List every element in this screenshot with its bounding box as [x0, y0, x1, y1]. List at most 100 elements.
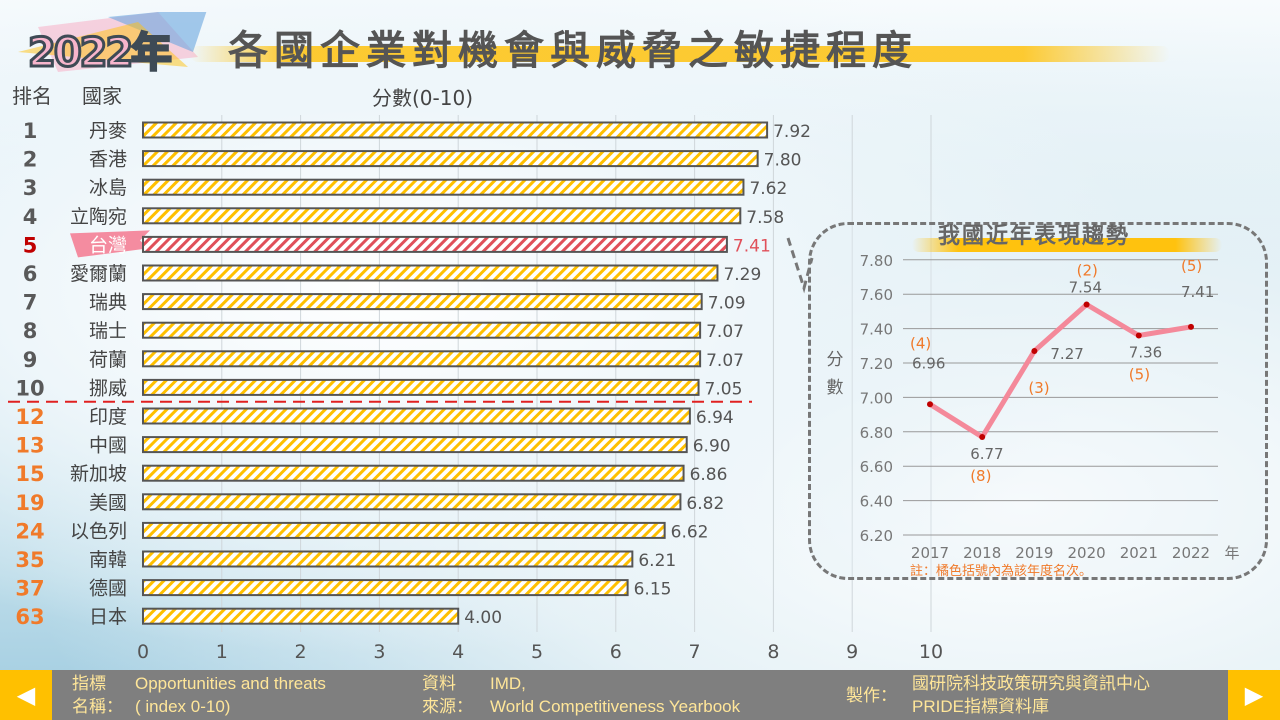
rank-label: 12: [15, 405, 44, 429]
value-label: 6.94: [696, 408, 734, 428]
y-axis-label-1: 分: [827, 350, 844, 370]
value-label: 6.90: [693, 437, 731, 457]
x-tick-label: 10: [919, 641, 943, 663]
bar: [142, 579, 629, 597]
x-tick-label: 2: [295, 641, 307, 663]
value-label: 7.58: [746, 208, 784, 228]
country-label: 南韓: [89, 549, 127, 571]
rank-header: 排名: [12, 84, 52, 108]
year-badge: 2022年: [18, 12, 208, 78]
trend-inset: [808, 222, 1268, 580]
inset-title-underline: [912, 238, 1222, 252]
bar: [142, 321, 702, 339]
prev-button[interactable]: ◀: [0, 670, 52, 720]
rank-annotation: (4): [910, 334, 931, 352]
x-tick-label: 9: [846, 641, 858, 663]
bar: [142, 121, 769, 139]
bar: [142, 407, 691, 425]
x-tick-label: 2019: [1015, 544, 1053, 562]
rank-label: 63: [15, 605, 44, 629]
y-tick-label: 7.00: [860, 389, 893, 407]
data-point: [1135, 332, 1142, 339]
rank-label: 19: [15, 491, 44, 515]
x-tick-label: 5: [531, 641, 543, 663]
data-label: 6.96: [912, 354, 945, 372]
next-arrow-icon: ▶: [1244, 681, 1264, 709]
value-label: 7.05: [705, 379, 743, 399]
year-badge-text: 2022年: [26, 29, 172, 78]
data-point: [1083, 301, 1090, 308]
rank-label: 15: [15, 462, 44, 486]
chart-note: 註：橘色括號內為該年度名次。: [910, 563, 1092, 579]
bar: [142, 207, 742, 225]
rank-annotation: (5): [1129, 365, 1150, 383]
value-label: 7.41: [733, 236, 771, 256]
data-label: 6.77: [970, 445, 1003, 463]
x-tick-label: 3: [373, 641, 385, 663]
rank-label: 4: [23, 205, 38, 229]
y-axis-label-2: 數: [827, 378, 844, 398]
x-tick-label: 7: [689, 641, 701, 663]
indicator-label-1: 指標: [72, 674, 106, 693]
y-tick-label: 6.40: [860, 493, 893, 511]
indicator-index: ( index 0-10): [135, 697, 231, 716]
data-label: 7.41: [1181, 283, 1214, 301]
inset-title: 我國近年表現趨勢: [938, 224, 1131, 249]
y-tick-label: 7.40: [860, 321, 893, 339]
rank-label: 6: [23, 262, 38, 286]
source-label-2: 來源：: [422, 697, 473, 716]
rank-label: 10: [15, 376, 44, 400]
data-point: [1031, 347, 1038, 354]
x-tick-label: 6: [610, 641, 622, 663]
maker-org: 國研院科技政策研究與資訊中心: [912, 674, 1150, 693]
bar: [142, 378, 700, 396]
value-label: 6.82: [686, 494, 724, 514]
value-label: 6.15: [634, 580, 672, 600]
rank-label: 13: [15, 434, 44, 458]
country-label: 荷蘭: [89, 349, 127, 371]
bar: [142, 235, 728, 253]
country-label: 瑞士: [89, 320, 127, 342]
score-header: 分數(0-10): [372, 86, 473, 110]
data-label: 7.27: [1050, 345, 1083, 363]
bar: [142, 293, 703, 311]
prev-arrow-icon: ◀: [16, 681, 36, 709]
indicator-label-2: 名稱：: [72, 697, 123, 716]
footer: ◀ 指標 名稱： Opportunities and threats ( ind…: [0, 670, 1280, 720]
bar: [142, 607, 460, 625]
y-tick-label: 7.60: [860, 286, 893, 304]
rank-label: 24: [15, 519, 44, 543]
rank-label: 1: [23, 119, 38, 143]
country-label: 愛爾蘭: [70, 263, 127, 285]
rank-label: 8: [23, 319, 38, 343]
rank-label: 7: [23, 291, 38, 315]
bar: [142, 464, 685, 482]
value-label: 7.07: [706, 351, 744, 371]
page-title: 各國企業對機會與威脅之敏捷程度: [228, 28, 918, 74]
rank-annotation: (2): [1077, 262, 1098, 280]
country-label: 中國: [89, 435, 127, 457]
value-label: 7.29: [723, 265, 761, 285]
data-point: [979, 433, 986, 440]
next-button[interactable]: ▶: [1228, 670, 1280, 720]
rank-annotation: (5): [1181, 257, 1202, 275]
country-label: 丹麥: [89, 120, 127, 142]
country-label: 瑞典: [89, 292, 127, 314]
bar: [142, 350, 702, 368]
x-tick-label: 1: [216, 641, 228, 663]
value-label: 7.62: [749, 179, 787, 199]
rank-label: 5: [23, 233, 38, 257]
value-label: 7.92: [773, 122, 811, 142]
value-label: 6.21: [638, 551, 676, 571]
country-label: 立陶宛: [70, 206, 127, 228]
rank-label: 9: [23, 348, 38, 372]
x-unit-label: 年: [1224, 544, 1239, 562]
y-tick-label: 6.80: [860, 424, 893, 442]
country-label: 德國: [89, 578, 127, 600]
source-value-2: World Competitiveness Yearbook: [490, 697, 741, 716]
highlight-brush: [70, 230, 150, 258]
country-label: 冰島: [89, 177, 127, 199]
y-tick-label: 7.80: [860, 252, 893, 270]
data-label: 7.36: [1129, 343, 1162, 361]
country-label: 新加坡: [70, 463, 127, 485]
